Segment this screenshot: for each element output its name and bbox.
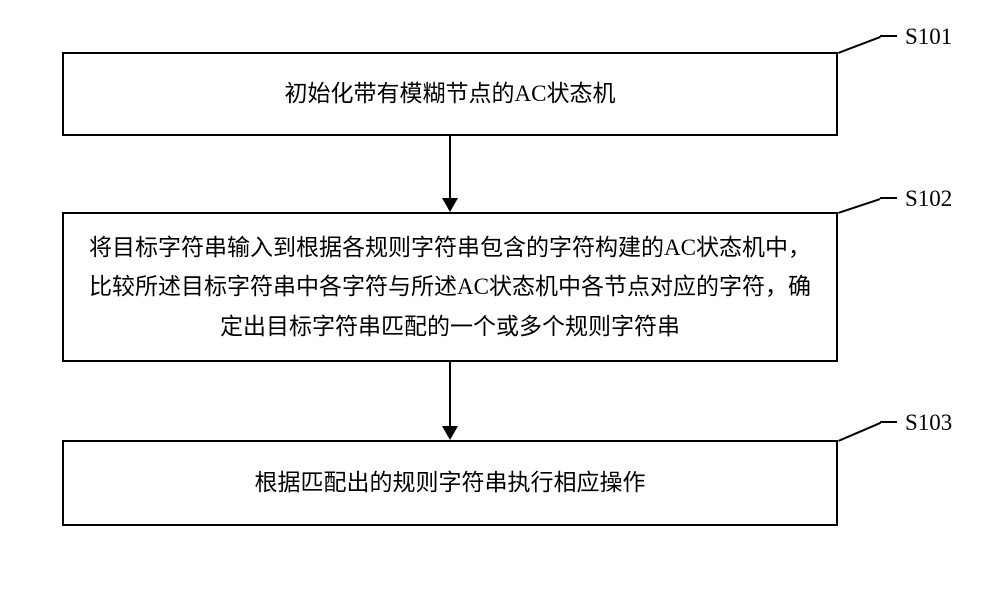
step-label-text: S103 <box>905 410 952 435</box>
lead-line <box>838 422 881 442</box>
lead-line <box>838 36 881 54</box>
lead-line <box>880 421 897 423</box>
step-label-s101: S101 <box>905 24 952 50</box>
lead-line <box>880 197 897 199</box>
lead-line <box>880 35 897 37</box>
flow-step-text: 将目标字符串输入到根据各规则字符串包含的字符构建的AC状态机中，比较所述目标字符… <box>84 228 816 345</box>
flow-step-text: 根据匹配出的规则字符串执行相应操作 <box>255 463 646 502</box>
connector-arrowhead-icon <box>442 198 458 212</box>
step-label-s102: S102 <box>905 186 952 212</box>
connector-line <box>449 136 451 198</box>
flowchart-canvas: { "layout": { "canvas": { "width": 1000,… <box>0 0 1000 601</box>
flow-step-s101: 初始化带有模糊节点的AC状态机 <box>62 52 838 136</box>
flow-step-s102: 将目标字符串输入到根据各规则字符串包含的字符构建的AC状态机中，比较所述目标字符… <box>62 212 838 362</box>
step-label-text: S102 <box>905 186 952 211</box>
lead-line <box>838 198 881 214</box>
flow-step-s103: 根据匹配出的规则字符串执行相应操作 <box>62 440 838 526</box>
connector-arrowhead-icon <box>442 426 458 440</box>
step-label-s103: S103 <box>905 410 952 436</box>
flow-step-text: 初始化带有模糊节点的AC状态机 <box>285 74 616 113</box>
step-label-text: S101 <box>905 24 952 49</box>
connector-line <box>449 362 451 426</box>
